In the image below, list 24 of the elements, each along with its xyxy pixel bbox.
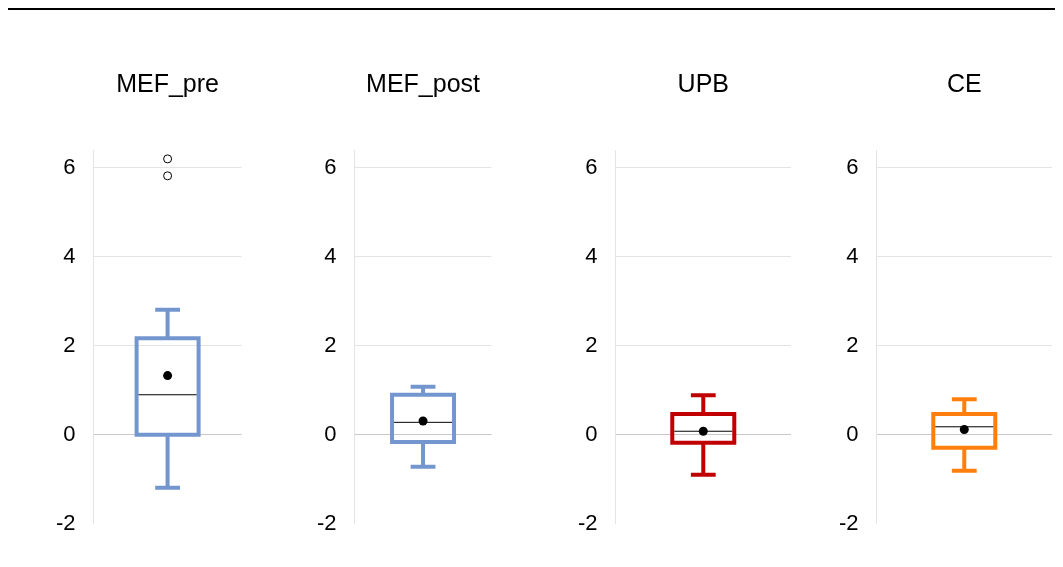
x-tick-label: MEF_pre <box>116 68 219 97</box>
y-tick-label: 4 <box>585 242 598 268</box>
y-tick-label: 4 <box>63 242 76 268</box>
y-tick-label: 6 <box>585 153 598 179</box>
y-tick-label: -2 <box>578 509 598 535</box>
y-tick-label: 2 <box>324 331 337 357</box>
y-tick-label: -2 <box>839 509 859 535</box>
x-tick-label: UPB <box>677 68 729 97</box>
y-tick-label: 0 <box>324 420 337 446</box>
y-tick-label: 6 <box>63 153 76 179</box>
y-tick-label: 6 <box>324 153 337 179</box>
y-tick-label: 0 <box>846 420 859 446</box>
y-tick-label: -2 <box>56 509 76 535</box>
y-tick-label: -2 <box>317 509 337 535</box>
y-tick-label: 2 <box>846 331 859 357</box>
y-tick-label: 2 <box>63 331 76 357</box>
y-tick-label: 4 <box>324 242 337 268</box>
x-tick-label: CE <box>946 68 982 97</box>
y-tick-label: 4 <box>846 242 859 268</box>
y-tick-label: 6 <box>846 153 859 179</box>
y-tick-label: 0 <box>585 420 598 446</box>
x-tick-label: MEF_post <box>366 68 481 97</box>
y-tick-label: 0 <box>63 420 76 446</box>
y-tick-label: 2 <box>585 331 598 357</box>
